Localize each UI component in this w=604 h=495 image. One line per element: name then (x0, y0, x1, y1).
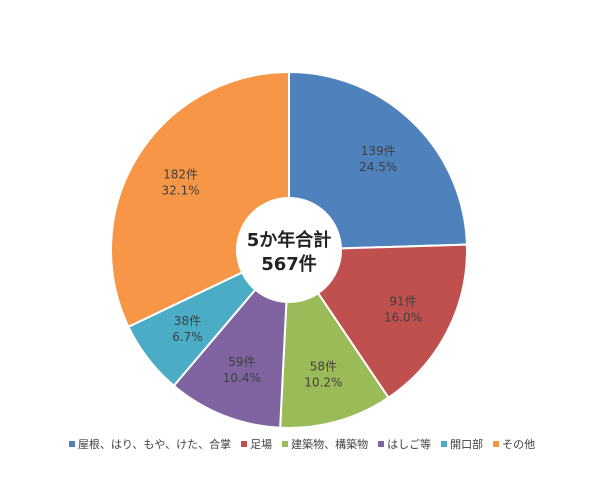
legend-swatch (441, 441, 448, 447)
slice-count-label: 91件 (389, 294, 416, 308)
slice-percent-label: 10.4% (223, 371, 261, 385)
pie-slice (287, 243, 468, 400)
slice-count-label: 38件 (174, 314, 201, 328)
legend: 屋根、はり、もや、けた、合掌 足場 建築物、構築物 はしご等 開口部 その他 (0, 436, 604, 452)
legend-label: はしご等 (387, 438, 432, 451)
legend-item: 足場 (241, 436, 272, 452)
legend-swatch (68, 441, 75, 447)
slice-labels-group: 139件 24.5% 91件 16.0% 58件 10.2% 59件 10.4% 38件 6.7%… (162, 144, 423, 389)
legend-item: その他 (493, 436, 535, 452)
legend-item: 建築物、構築物 (282, 436, 368, 452)
legend-label: 屋根、はり、もや、けた、合掌 (77, 438, 232, 451)
slice-count-label: 58件 (310, 359, 337, 373)
slice-percent-label: 24.5% (359, 160, 397, 174)
legend-swatch (378, 441, 385, 447)
pie-slice (288, 70, 468, 252)
slice-percent-label: 10.2% (304, 375, 342, 389)
slice-percent-label: 16.0% (384, 310, 422, 324)
center-hole (236, 197, 342, 303)
legend-item: はしご等 (378, 436, 431, 452)
slice-count-label: 59件 (228, 355, 255, 369)
legend-label: 足場 (250, 438, 273, 451)
center-label-line-2: 567件 (261, 253, 317, 275)
slice-percent-label: 32.1% (162, 184, 200, 198)
legend-swatch (282, 441, 289, 447)
legend-item: 開口部 (441, 436, 483, 452)
slice-count-label: 182件 (163, 168, 198, 182)
legend-label: 建築物、構築物 (291, 438, 369, 451)
pie-chart-svg: 139件 24.5% 91件 16.0% 58件 10.2% 59件 10.4% 38件 6.7%… (110, 70, 468, 429)
slice-count-label: 139件 (361, 144, 396, 158)
legend-swatch (493, 441, 500, 447)
slice-percent-label: 6.7% (172, 330, 203, 344)
legend-label: その他 (502, 438, 536, 451)
legend-label: 開口部 (450, 438, 484, 451)
center-label-line-1: 5か年合計 (247, 229, 332, 251)
legend-item: 屋根、はり、もや、けた、合掌 (68, 436, 232, 452)
legend-swatch (241, 441, 248, 447)
